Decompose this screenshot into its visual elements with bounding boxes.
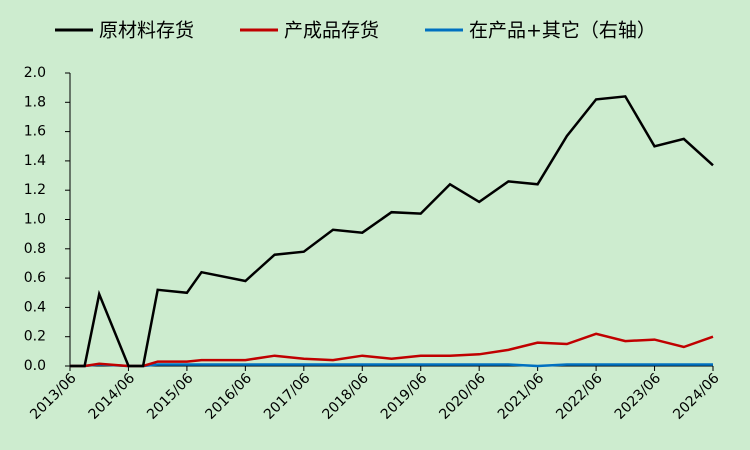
legend-label: 在产品+其它（右轴） — [469, 20, 656, 42]
x-tick-label: 2017/06 — [261, 370, 314, 423]
x-tick-label: 2014/06 — [86, 370, 139, 423]
y-tick-label: 1.6 — [24, 124, 46, 140]
series-line — [70, 332, 714, 368]
y-tick-label: 1.8 — [24, 94, 46, 110]
y-tick-label: 0.6 — [24, 270, 46, 286]
y-tick-label: 0.2 — [24, 329, 46, 345]
x-tick-label: 2022/06 — [553, 370, 606, 423]
x-tick-label: 2019/06 — [378, 370, 431, 423]
y-tick-label: 0.0 — [24, 358, 46, 374]
y-tick-label: 0.4 — [24, 299, 46, 315]
y-tick-label: 1.0 — [24, 212, 46, 228]
x-tick-label: 2020/06 — [436, 370, 489, 423]
x-tick-label: 2016/06 — [203, 370, 256, 423]
legend-label: 原材料存货 — [99, 20, 194, 42]
y-tick-label: 2.0 — [24, 65, 46, 81]
x-tick-label: 2013/06 — [27, 370, 80, 423]
x-tick-label: 2024/06 — [670, 370, 723, 423]
y-tick-label: 1.2 — [24, 182, 46, 198]
x-tick-label: 2021/06 — [495, 370, 548, 423]
y-tick-label: 0.8 — [24, 241, 46, 257]
y-tick-label: 1.4 — [24, 153, 46, 169]
x-tick-label: 2023/06 — [612, 370, 665, 423]
series-line — [70, 95, 714, 368]
x-tick-label: 2015/06 — [144, 370, 197, 423]
x-tick-label: 2018/06 — [319, 370, 372, 423]
legend-label: 产成品存货 — [284, 20, 379, 42]
